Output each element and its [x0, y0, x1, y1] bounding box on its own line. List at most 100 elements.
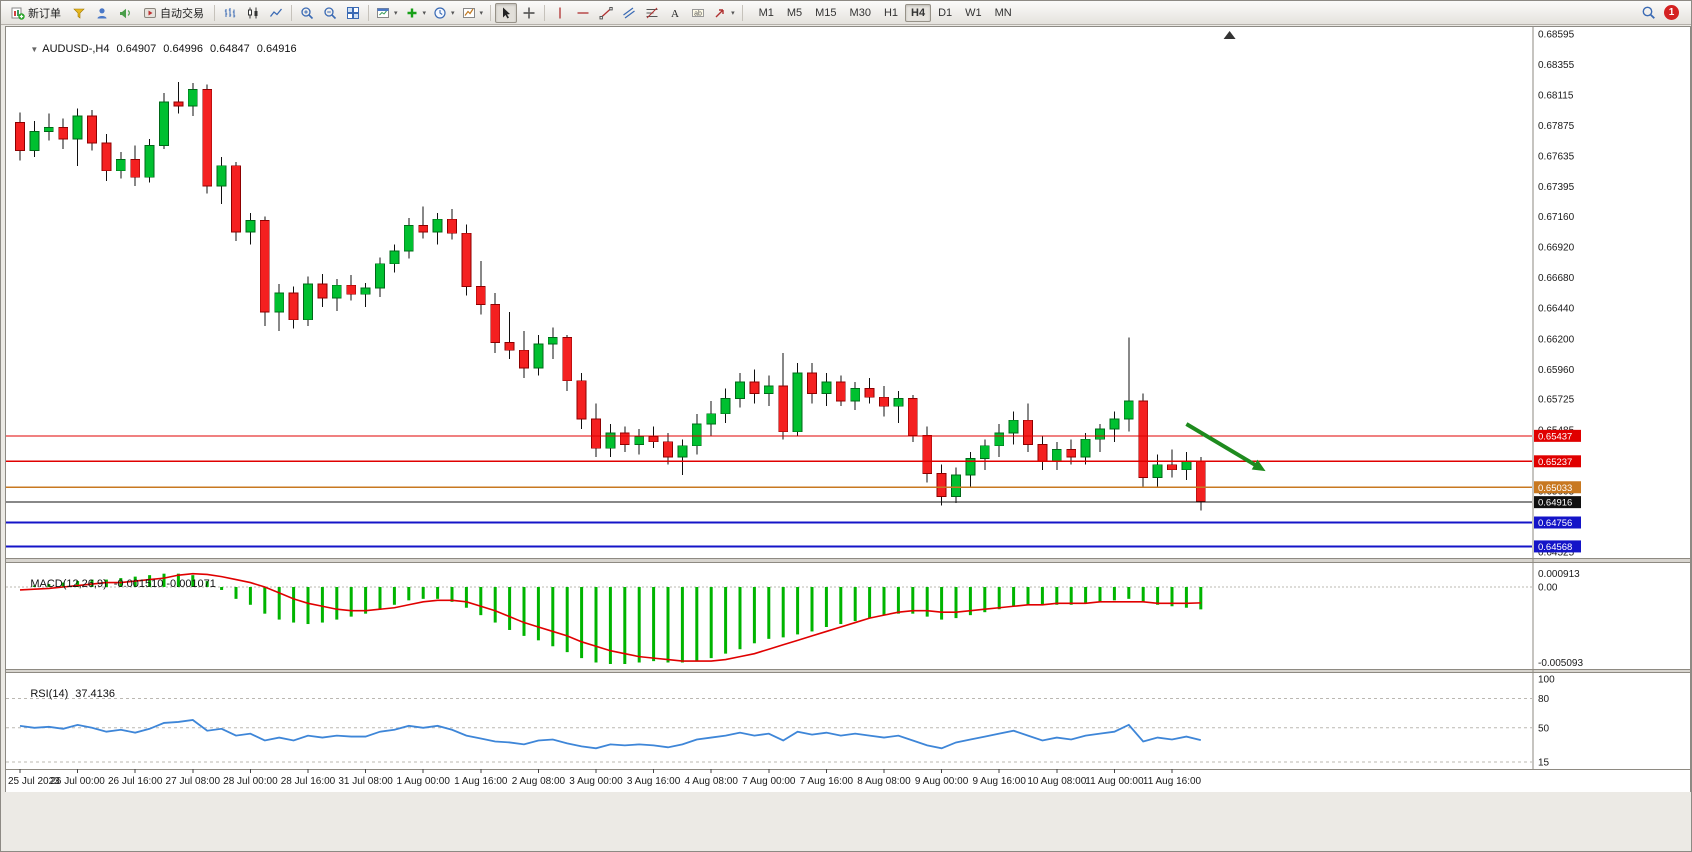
- bar-chart-type-button[interactable]: [219, 3, 241, 23]
- chart-shift-marker[interactable]: [1223, 31, 1236, 39]
- pane-splitter[interactable]: [6, 558, 1690, 563]
- fibonacci-tool-button[interactable]: [641, 3, 663, 23]
- time-axis-label: 1 Aug 16:00: [454, 776, 508, 787]
- text-tool-button[interactable]: A: [664, 3, 686, 23]
- candle-body: [634, 436, 645, 445]
- timeframe-button-d1[interactable]: D1: [932, 4, 958, 22]
- new-chart-icon: [377, 7, 389, 18]
- zoom-out-button[interactable]: [319, 3, 341, 23]
- time-axis-label: 31 Jul 08:00: [338, 776, 393, 787]
- candle-body: [475, 286, 486, 305]
- templates-button[interactable]: ▾: [459, 3, 487, 23]
- candle-body: [461, 232, 472, 288]
- horizontal-line-tool-button[interactable]: [572, 3, 594, 23]
- timeframe-button-m15[interactable]: M15: [809, 4, 842, 22]
- candle-body: [72, 115, 83, 140]
- timeframe-button-h4[interactable]: H4: [905, 3, 932, 22]
- candle-body: [619, 432, 630, 445]
- price-axis-label: 0.67395: [1538, 182, 1575, 193]
- zoom-in-button[interactable]: [296, 3, 318, 23]
- chart-area[interactable]: 0.68595 0.68355 0.68115 0.67875 0.67635 0.673…: [5, 26, 1691, 794]
- ohlc-bars-icon: [224, 7, 236, 17]
- timeframe-button-w1[interactable]: W1: [959, 4, 988, 22]
- candlestick-type-button[interactable]: [242, 3, 264, 23]
- candle-body: [1023, 419, 1033, 445]
- search-icon: [1642, 6, 1655, 19]
- candle-body: [144, 144, 155, 178]
- macd-axis-label: -0.005093: [1538, 658, 1583, 669]
- candle-body: [763, 385, 774, 394]
- time-axis-label: 28 Jul 16:00: [281, 776, 336, 787]
- pane-splitter[interactable]: [6, 669, 1690, 673]
- rsi-axis: 100 80 50 15: [1538, 675, 1555, 769]
- trend-arrow-annotation[interactable]: [1185, 422, 1266, 472]
- time-axis-label: 2 Aug 08:00: [512, 776, 566, 787]
- periods-button[interactable]: ▾: [430, 3, 458, 23]
- dropdown-caret-icon: ▾: [422, 9, 427, 17]
- price-axis-label: 0.67160: [1538, 212, 1575, 223]
- timeframe-button-m1[interactable]: M1: [753, 4, 780, 22]
- candle-body: [1152, 464, 1163, 478]
- cursor-tool-button[interactable]: [495, 2, 518, 23]
- svg-text:ab: ab: [694, 10, 702, 17]
- megaphone-icon: [120, 8, 130, 18]
- timeframe-button-m30[interactable]: M30: [844, 4, 877, 22]
- text-icon: A: [671, 8, 679, 20]
- timeframe-button-mn[interactable]: MN: [989, 4, 1018, 22]
- candle-body: [58, 127, 69, 140]
- autotrade-button[interactable]: 自动交易: [137, 3, 210, 23]
- timeframe-button-m5[interactable]: M5: [781, 4, 808, 22]
- line-chart-icon: [269, 8, 283, 17]
- horizontal-lines[interactable]: [6, 435, 1532, 548]
- time-axis-label: 7 Aug 00:00: [742, 776, 796, 787]
- search-button[interactable]: [1637, 3, 1659, 23]
- macd-axis-label: 0.00: [1538, 583, 1558, 594]
- macd-axis-label: 0.000913: [1538, 569, 1580, 580]
- candle-body: [1066, 449, 1077, 458]
- new-order-label: 新订单: [28, 7, 61, 20]
- crosshair-tool-button[interactable]: [518, 3, 540, 23]
- vertical-line-tool-button[interactable]: [549, 3, 571, 23]
- price-axis-label: 0.65960: [1538, 365, 1575, 376]
- arrow-object-icon: [715, 8, 724, 17]
- time-axis-label: 27 Jul 08:00: [166, 776, 221, 787]
- price-axis-label: 0.67875: [1538, 121, 1575, 132]
- candle-body: [504, 342, 515, 351]
- timeframe-button-h1[interactable]: H1: [878, 4, 904, 22]
- price-tag: [1534, 481, 1581, 494]
- candle-body: [418, 225, 429, 233]
- notification-badge[interactable]: 1: [1664, 5, 1679, 20]
- window-bottom-strip: [1, 792, 1691, 851]
- price-tag-value: 0.65437: [1538, 431, 1572, 442]
- new-chart-button[interactable]: ▾: [373, 3, 401, 23]
- rsi-axis-label: 80: [1538, 694, 1550, 705]
- charts-menu-button[interactable]: [68, 3, 90, 23]
- channel-tool-button[interactable]: [618, 3, 640, 23]
- trendline-tool-button[interactable]: [595, 3, 617, 23]
- price-axis-label: 0.65725: [1538, 395, 1575, 406]
- new-order-button[interactable]: 新订单: [5, 3, 67, 23]
- chart-canvas[interactable]: 0.68595 0.68355 0.68115 0.67875 0.67635 0.673…: [6, 27, 1690, 791]
- candle-body: [1080, 438, 1091, 458]
- price-axis-label: 0.66680: [1538, 273, 1575, 284]
- alerts-button[interactable]: [114, 3, 136, 23]
- candle-body: [331, 284, 342, 299]
- tile-windows-button[interactable]: [342, 3, 364, 23]
- new-order-icon: [11, 7, 25, 20]
- price-tag-value: 0.64916: [1538, 498, 1572, 509]
- candlestick-icon: [248, 7, 258, 18]
- macd-axis: 0.000913 0.00 -0.005093: [1538, 569, 1583, 669]
- time-axis-label: 26 Jul 16:00: [108, 776, 163, 787]
- price-tag: [1534, 496, 1581, 509]
- arrows-tool-button[interactable]: ▾: [710, 3, 738, 23]
- price-tag-value: 0.64568: [1538, 542, 1572, 553]
- candle-body: [792, 372, 803, 433]
- candle-body: [1167, 464, 1177, 471]
- line-chart-type-button[interactable]: [265, 3, 287, 23]
- time-axis-label: 9 Aug 16:00: [973, 776, 1027, 787]
- candle-body: [648, 436, 659, 443]
- text-label-tool-button[interactable]: ab: [687, 3, 709, 23]
- indicators-button[interactable]: ▾: [402, 3, 430, 23]
- profile-button[interactable]: [91, 3, 113, 23]
